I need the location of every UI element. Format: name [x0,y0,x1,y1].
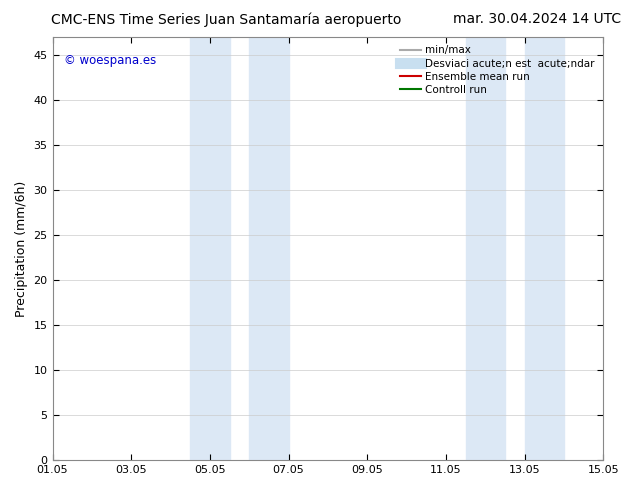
Y-axis label: Precipitation (mm/6h): Precipitation (mm/6h) [15,180,28,317]
Text: © woespana.es: © woespana.es [63,54,156,67]
Bar [524,37,564,460]
Bar [249,37,288,460]
Legend: min/max, Desviaci acute;n est  acute;ndar, Ensemble mean run, Controll run: min/max, Desviaci acute;n est acute;ndar… [398,42,598,98]
Bar [465,37,505,460]
Text: CMC-ENS Time Series Juan Santamaría aeropuerto: CMC-ENS Time Series Juan Santamaría aero… [51,12,401,27]
Bar [190,37,230,460]
Text: mar. 30.04.2024 14 UTC: mar. 30.04.2024 14 UTC [453,12,621,26]
